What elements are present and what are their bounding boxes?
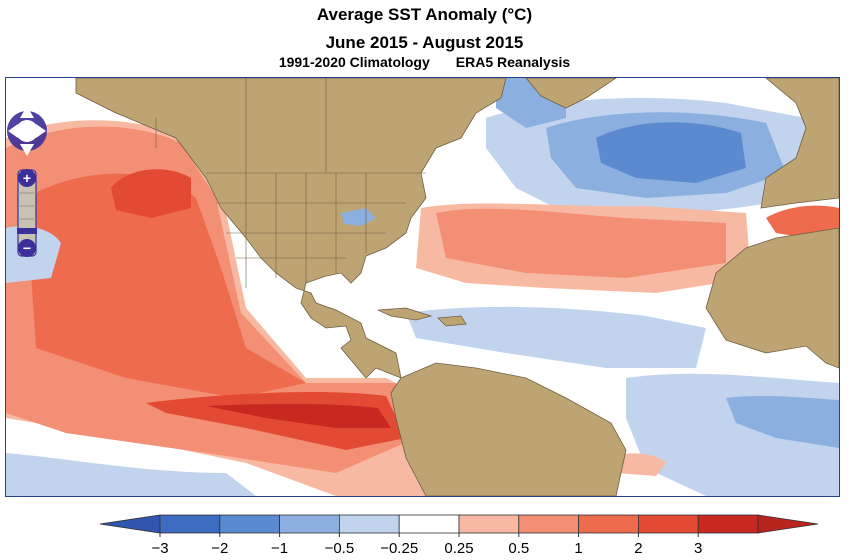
- colorbar-segment: [458, 514, 520, 534]
- colorbar-under-arrow: [99, 514, 161, 534]
- climatology-label: 1991-2020 Climatology: [278, 54, 430, 70]
- colorbar-tick-label: −0.25: [380, 540, 418, 557]
- north-atlantic-coldest: [596, 122, 746, 183]
- colorbar-segment: [638, 514, 699, 534]
- pan-left-icon[interactable]: [8, 124, 18, 138]
- pan-control[interactable]: [7, 106, 47, 156]
- map-subtitle: 1991-2020 Climatology ERA5 Reanalysis: [0, 54, 849, 70]
- south-america-landmass: [390, 362, 627, 496]
- great-lakes: [341, 208, 376, 226]
- zoom-control[interactable]: + −: [17, 169, 37, 257]
- zoom-in-button[interactable]: [18, 169, 36, 187]
- colorbar: −3 −2 −1 −0.5 −0.25 0.25 0.5 1 2 3: [99, 514, 819, 557]
- colorbar-tick-label: 1: [574, 540, 582, 557]
- colorbar-segment: [697, 514, 759, 534]
- colorbar-over-arrow: [757, 514, 819, 534]
- map-title: Average SST Anomaly (°C): [316, 5, 533, 24]
- pan-up-icon[interactable]: [20, 106, 34, 118]
- colorbar-tick-label: 0.25: [444, 540, 473, 557]
- subtropical-atlantic-cool: [406, 306, 706, 368]
- zoom-in-icon[interactable]: +: [23, 170, 31, 186]
- sst-map[interactable]: [6, 78, 839, 496]
- zoom-slider-handle[interactable]: [17, 228, 37, 234]
- zoom-out-icon[interactable]: −: [23, 240, 31, 256]
- map-period: June 2015 - August 2015: [325, 33, 524, 52]
- zoom-out-button[interactable]: [18, 239, 36, 257]
- pan-right-icon[interactable]: [36, 124, 46, 138]
- colorbar-tick-label: −0.5: [325, 540, 355, 557]
- colorbar-segment: [518, 514, 579, 534]
- south-atlantic-cool-core: [726, 395, 839, 448]
- colorbar-segment: [338, 514, 400, 534]
- state-boundaries: [155, 78, 426, 288]
- africa-europe-landmass: [705, 78, 839, 369]
- colorbar-segment: [159, 514, 221, 534]
- pacific-warm-anomaly-core: [26, 173, 306, 398]
- greenland-landmass: [525, 78, 617, 109]
- map-panel[interactable]: + −: [5, 77, 840, 497]
- colorbar-segment: [279, 514, 340, 534]
- colorbar-tick-label: −2: [211, 540, 228, 557]
- dataset-label: ERA5 Reanalysis: [455, 54, 571, 70]
- colorbar-segment: [578, 514, 639, 534]
- hispaniola-island: [437, 315, 467, 327]
- pan-control-center: [16, 120, 38, 142]
- colorbar-segments: [99, 514, 819, 534]
- colorbar-segment: [219, 514, 281, 534]
- colorbar-tick-label: 2: [634, 540, 642, 557]
- gulf-stream-warm-mid: [436, 208, 726, 278]
- colorbar-tick-label: −1: [271, 540, 288, 557]
- colorbar-ticks: −3 −2 −1 −0.5 −0.25 0.25 0.5 1 2 3: [151, 533, 702, 557]
- pan-down-icon[interactable]: [20, 144, 34, 156]
- map-navigation-controls[interactable]: + −: [6, 78, 56, 268]
- north-america-landmass: [75, 78, 507, 379]
- colorbar-segment: [398, 514, 460, 534]
- pacific-cool-south: [6, 453, 256, 496]
- equatorial-pacific-core: [206, 403, 391, 428]
- pacific-northeast-hotspot: [111, 169, 191, 218]
- cuba-island: [377, 307, 433, 321]
- colorbar-tick-label: −3: [151, 540, 168, 557]
- colorbar-tick-label: 0.5: [508, 540, 529, 557]
- colorbar-tick-label: 3: [694, 540, 702, 557]
